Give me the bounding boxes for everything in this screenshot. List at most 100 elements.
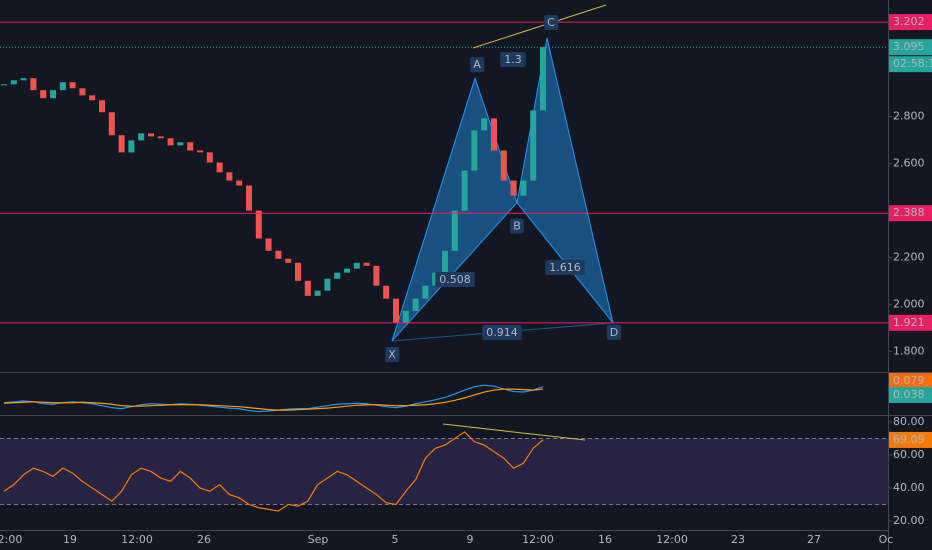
x-tick-label: 16 — [598, 533, 612, 546]
y-tick-label: 80.00 — [893, 415, 925, 428]
candle — [197, 150, 203, 153]
candle — [246, 185, 252, 211]
trendline — [472, 4, 607, 49]
rsi-band — [0, 438, 888, 505]
candle — [99, 100, 105, 113]
candle — [461, 170, 468, 211]
macd-label-bg — [889, 386, 932, 403]
candle — [422, 285, 429, 299]
pattern-point-label: D — [610, 326, 618, 339]
candle — [324, 278, 331, 291]
candle — [285, 258, 292, 263]
candle — [481, 118, 488, 131]
x-tick-label: Oc — [879, 533, 894, 546]
candle — [236, 180, 243, 186]
x-tick-label: 12:00 — [656, 533, 688, 546]
candle — [50, 90, 56, 99]
candle — [432, 272, 439, 286]
ratio-label: 0.508 — [439, 273, 471, 286]
candle — [20, 78, 27, 81]
x-tick-label: 19 — [63, 533, 77, 546]
pattern-point-label: A — [473, 58, 481, 71]
y-tick-label: 1.800 — [893, 344, 925, 357]
y-tick-label: 40.00 — [893, 481, 925, 494]
candle — [226, 172, 233, 181]
x-tick-label: 9 — [467, 533, 474, 546]
macd-label-bg — [889, 373, 932, 389]
label-bg — [545, 260, 585, 275]
candle — [167, 138, 174, 146]
candle — [353, 262, 360, 269]
level-label: 1.921 — [893, 316, 925, 329]
candle — [442, 250, 448, 273]
candle — [295, 262, 301, 281]
macd-label: 0.038 — [893, 388, 925, 401]
candle — [540, 47, 546, 111]
candle — [500, 150, 507, 181]
candle — [373, 265, 380, 286]
candle — [40, 90, 47, 99]
candle — [128, 140, 135, 153]
label-bg — [435, 272, 475, 287]
candle — [59, 82, 66, 91]
candle — [412, 298, 419, 311]
candle — [255, 210, 262, 239]
candle — [138, 133, 145, 141]
candle — [206, 152, 213, 163]
rsi-last-label: 69.09 — [893, 433, 925, 446]
y-tick-label: 2.000 — [893, 297, 925, 310]
last-price-label-bg — [889, 39, 932, 56]
candle — [177, 142, 184, 146]
candle — [108, 112, 115, 136]
label-bg — [470, 57, 485, 73]
countdown-bg — [889, 56, 932, 73]
x-tick-label: 27 — [807, 533, 821, 546]
y-tick-label: 2.800 — [893, 109, 925, 122]
y-tick-label: 2.600 — [893, 156, 925, 169]
level-label: 2.388 — [893, 206, 925, 219]
candle — [363, 262, 370, 266]
candle — [187, 142, 194, 151]
candle — [69, 82, 76, 89]
level-label-bg — [889, 14, 932, 31]
label-bg — [544, 15, 559, 31]
pattern-point-label: C — [547, 16, 555, 29]
x-tick-label: 2:00 — [0, 533, 22, 546]
x-tick-label: 12:00 — [522, 533, 554, 546]
y-tick-label: 20.00 — [893, 514, 925, 527]
pattern-point-label: X — [388, 348, 396, 361]
candle — [344, 268, 350, 273]
pattern-point-label: B — [513, 220, 521, 233]
candle — [10, 80, 17, 85]
candle — [30, 78, 37, 91]
level-label-bg — [889, 314, 932, 331]
candle — [383, 285, 390, 299]
ratio-label: 1.3 — [504, 53, 522, 66]
countdown: 02:58:1 — [893, 57, 932, 70]
rsi-last-label-bg — [889, 431, 932, 448]
x-tick-label: 5 — [392, 533, 399, 546]
candle — [118, 135, 125, 153]
x-tick-label: 23 — [731, 533, 745, 546]
macd-line — [3, 384, 544, 413]
label-bg — [500, 52, 526, 67]
y-tick-label: 2.200 — [893, 250, 925, 263]
last-price-label: 3.095 — [893, 40, 925, 53]
candle — [304, 280, 311, 296]
label-bg — [606, 324, 622, 340]
rsi-line — [3, 431, 544, 512]
candle — [520, 180, 527, 196]
x-tick-label: Sep — [308, 533, 329, 546]
candle — [275, 250, 282, 259]
x-tick-label: 12:00 — [121, 533, 153, 546]
candle — [79, 88, 86, 96]
trendline — [442, 423, 586, 441]
candle — [402, 310, 409, 323]
macd-line — [3, 388, 544, 411]
candle — [491, 118, 497, 151]
candle — [471, 130, 478, 171]
candle — [334, 272, 341, 279]
candle — [89, 95, 96, 101]
candle — [530, 110, 537, 181]
